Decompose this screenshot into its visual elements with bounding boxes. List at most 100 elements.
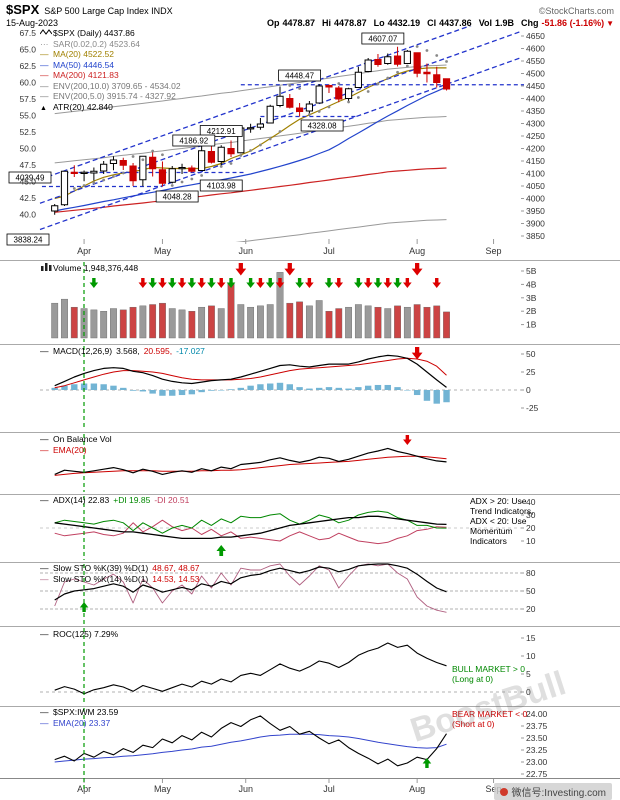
p-obv-legend: — On Balance Vol — EMA(20) [40,434,116,455]
legend-label: -17.027 [176,346,205,356]
svg-text:22.75: 22.75 [526,769,548,778]
legend-line-icon: — [40,49,49,59]
signal-arrow-down-icon [383,278,393,288]
quote-chg-value: -51.86 (-1.16%) [541,18,605,28]
svg-text:24.00: 24.00 [526,709,548,719]
legend-label: ENV(200,10.0) 3709.65 - 4534.02 [53,80,181,91]
legend-label: MA(20) 4522.52 [53,49,114,59]
signal-arrow-down-icon [167,278,177,288]
p-macd-legend: — MACD(12,26,9) 3.568, 20.595, -17.027 [40,346,209,357]
signal-arrow-down-icon [246,278,255,288]
svg-text:-25: -25 [526,403,539,413]
svg-text:50: 50 [526,586,536,596]
svg-text:62.5: 62.5 [19,61,36,71]
roc-chart: 15 10 5 0 [0,626,620,704]
legend-label: MA(50) 4446.54 [53,59,114,70]
signal-arrow-down-icon [393,278,402,288]
svg-text:60.0: 60.0 [19,78,36,88]
svg-text:Sep: Sep [486,246,502,256]
svg-text:4328.08: 4328.08 [308,122,337,131]
legend-label: MACD(12,26,9) [53,346,113,356]
roc-panel: 15 10 5 0 — ROC(125) 7.29% BULL MARKET > 0 (Lon… [0,626,620,706]
svg-text:0: 0 [526,687,531,697]
svg-text:3B: 3B [526,293,537,303]
signal-arrow-down-icon [373,278,383,288]
legend-label: ADX(14) 22.83 [53,495,110,505]
svg-text:4448.47: 4448.47 [285,72,314,81]
signal-arrow-down-icon [216,278,226,288]
svg-text:20: 20 [526,523,536,533]
svg-text:4450: 4450 [526,81,545,91]
legend-label: Volume 1,948,376,448 [53,263,139,273]
svg-text:Jul: Jul [323,784,335,794]
svg-text:Aug: Aug [409,784,425,794]
main-price-panel: 4607.07 4448.47 4328.08 4212.91 4186.92 4103.… [0,26,620,260]
svg-text:4103.98: 4103.98 [207,182,236,191]
legend-dots-icon: ··· [40,38,49,49]
legend-label: 14.53, 14.53 [152,573,200,584]
quote-hi-label: Hi [322,18,332,28]
signal-arrow-down-icon [284,263,296,276]
legend-label: Slow STO %K(39) %D(1) [53,563,149,573]
signal-arrow-down-icon [324,278,334,288]
legend-label: ATR(20) 42.840 [53,101,113,112]
svg-text:4000: 4000 [526,194,545,204]
svg-text:4400: 4400 [526,94,545,104]
obv-chart [0,432,620,492]
legend-label: Slow STO %K(14) %D(1) [53,573,149,584]
svg-text:4550: 4550 [526,56,545,66]
p-ratio-legend: — $SPX:IWM 23.59 — EMA(20) 23.37 [40,707,122,728]
signal-arrow-down-icon [226,278,236,288]
svg-text:67.5: 67.5 [19,28,36,38]
svg-text:2B: 2B [526,306,537,316]
signal-arrow-down-icon [256,278,265,288]
svg-text:4212.91: 4212.91 [207,127,236,136]
legend-label: 20.595, [143,346,173,356]
watermark-badge: 微信号:Investing.com [493,783,612,800]
svg-text:4186.92: 4186.92 [179,137,208,146]
svg-text:55.0: 55.0 [19,111,36,121]
investing-logo-icon [499,787,508,796]
signal-arrow-down-icon [275,278,285,288]
legend-line-icon: — [40,434,49,444]
legend-bars-icon [40,262,53,271]
signal-arrow-down-icon [148,278,157,288]
adx-panel: 40 30 20 10 — ADX(14) 22.83 +DI 19.85 -DI 20.51… [0,494,620,562]
p-adx-note: ADX > 20: Use Trend Indicators, ADX < 20: … [470,496,534,546]
svg-text:15: 15 [526,633,536,643]
signal-arrow-down-icon [411,347,423,360]
p-roc-legend: — ROC(125) 7.29% [40,629,122,640]
quote-vol-value: 1.9B [495,18,515,28]
svg-text:4607.07: 4607.07 [368,35,397,44]
svg-text:3950: 3950 [526,206,545,216]
legend-line-icon: — [40,70,49,80]
svg-text:50: 50 [526,349,536,359]
chart-date: 15-Aug-2023 [6,18,59,28]
signal-arrow-down-icon [403,278,412,288]
quote-strip: Op 4478.87 Hi 4478.87 Lo 4432.19 Cl 4437.86 Vol 1… [260,18,614,28]
index-name: S&P 500 Large Cap Index INDX [44,6,173,16]
macd-panel: 50 25 0 -25 — MACD(12,26,9) 3.568, 20.595, -17.0… [0,344,620,432]
obv-panel: — On Balance Vol — EMA(20) [0,432,620,494]
legend-line-icon: — [40,495,49,505]
legend-label: 3.568, [116,346,140,356]
svg-text:4250: 4250 [526,131,545,141]
svg-text:40: 40 [526,497,536,507]
svg-text:50.0: 50.0 [19,144,36,154]
legend-line-icon: — [40,707,49,717]
legend-tri-icon: ▲ [40,104,47,112]
quote-chg-label: Chg [521,18,539,28]
svg-text:3838.24: 3838.24 [14,236,43,245]
signal-arrow-down-icon [363,278,373,288]
p-ratio-note: BEAR MARKET < 0 (Short at 0) [452,709,528,729]
svg-text:4150: 4150 [526,156,545,166]
watermark-badge-text: 微信号:Investing.com [511,788,606,799]
legend-line-icon: — [40,346,49,356]
svg-text:4100: 4100 [526,169,545,179]
legend-label: MA(200) 4121.83 [53,70,119,80]
signal-arrow-down-icon [207,278,216,288]
svg-text:5B: 5B [526,266,537,276]
signal-arrow-down-icon [187,278,197,288]
legend-label: $SPX (Daily) 4437.86 [53,28,135,38]
